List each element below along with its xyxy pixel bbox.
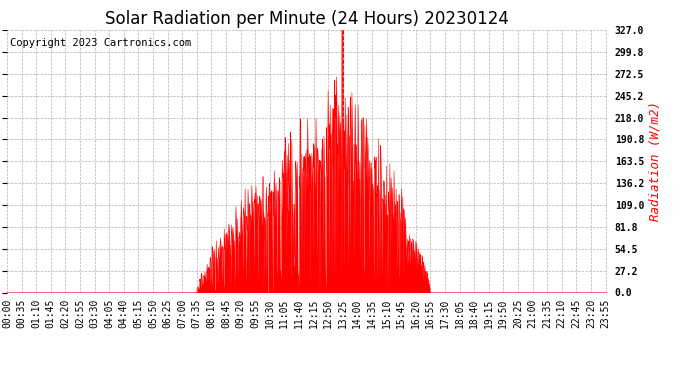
Title: Solar Radiation per Minute (24 Hours) 20230124: Solar Radiation per Minute (24 Hours) 20… <box>105 10 509 28</box>
Text: Copyright 2023 Cartronics.com: Copyright 2023 Cartronics.com <box>10 38 191 48</box>
Y-axis label: Radiation (W/m2): Radiation (W/m2) <box>649 101 662 221</box>
